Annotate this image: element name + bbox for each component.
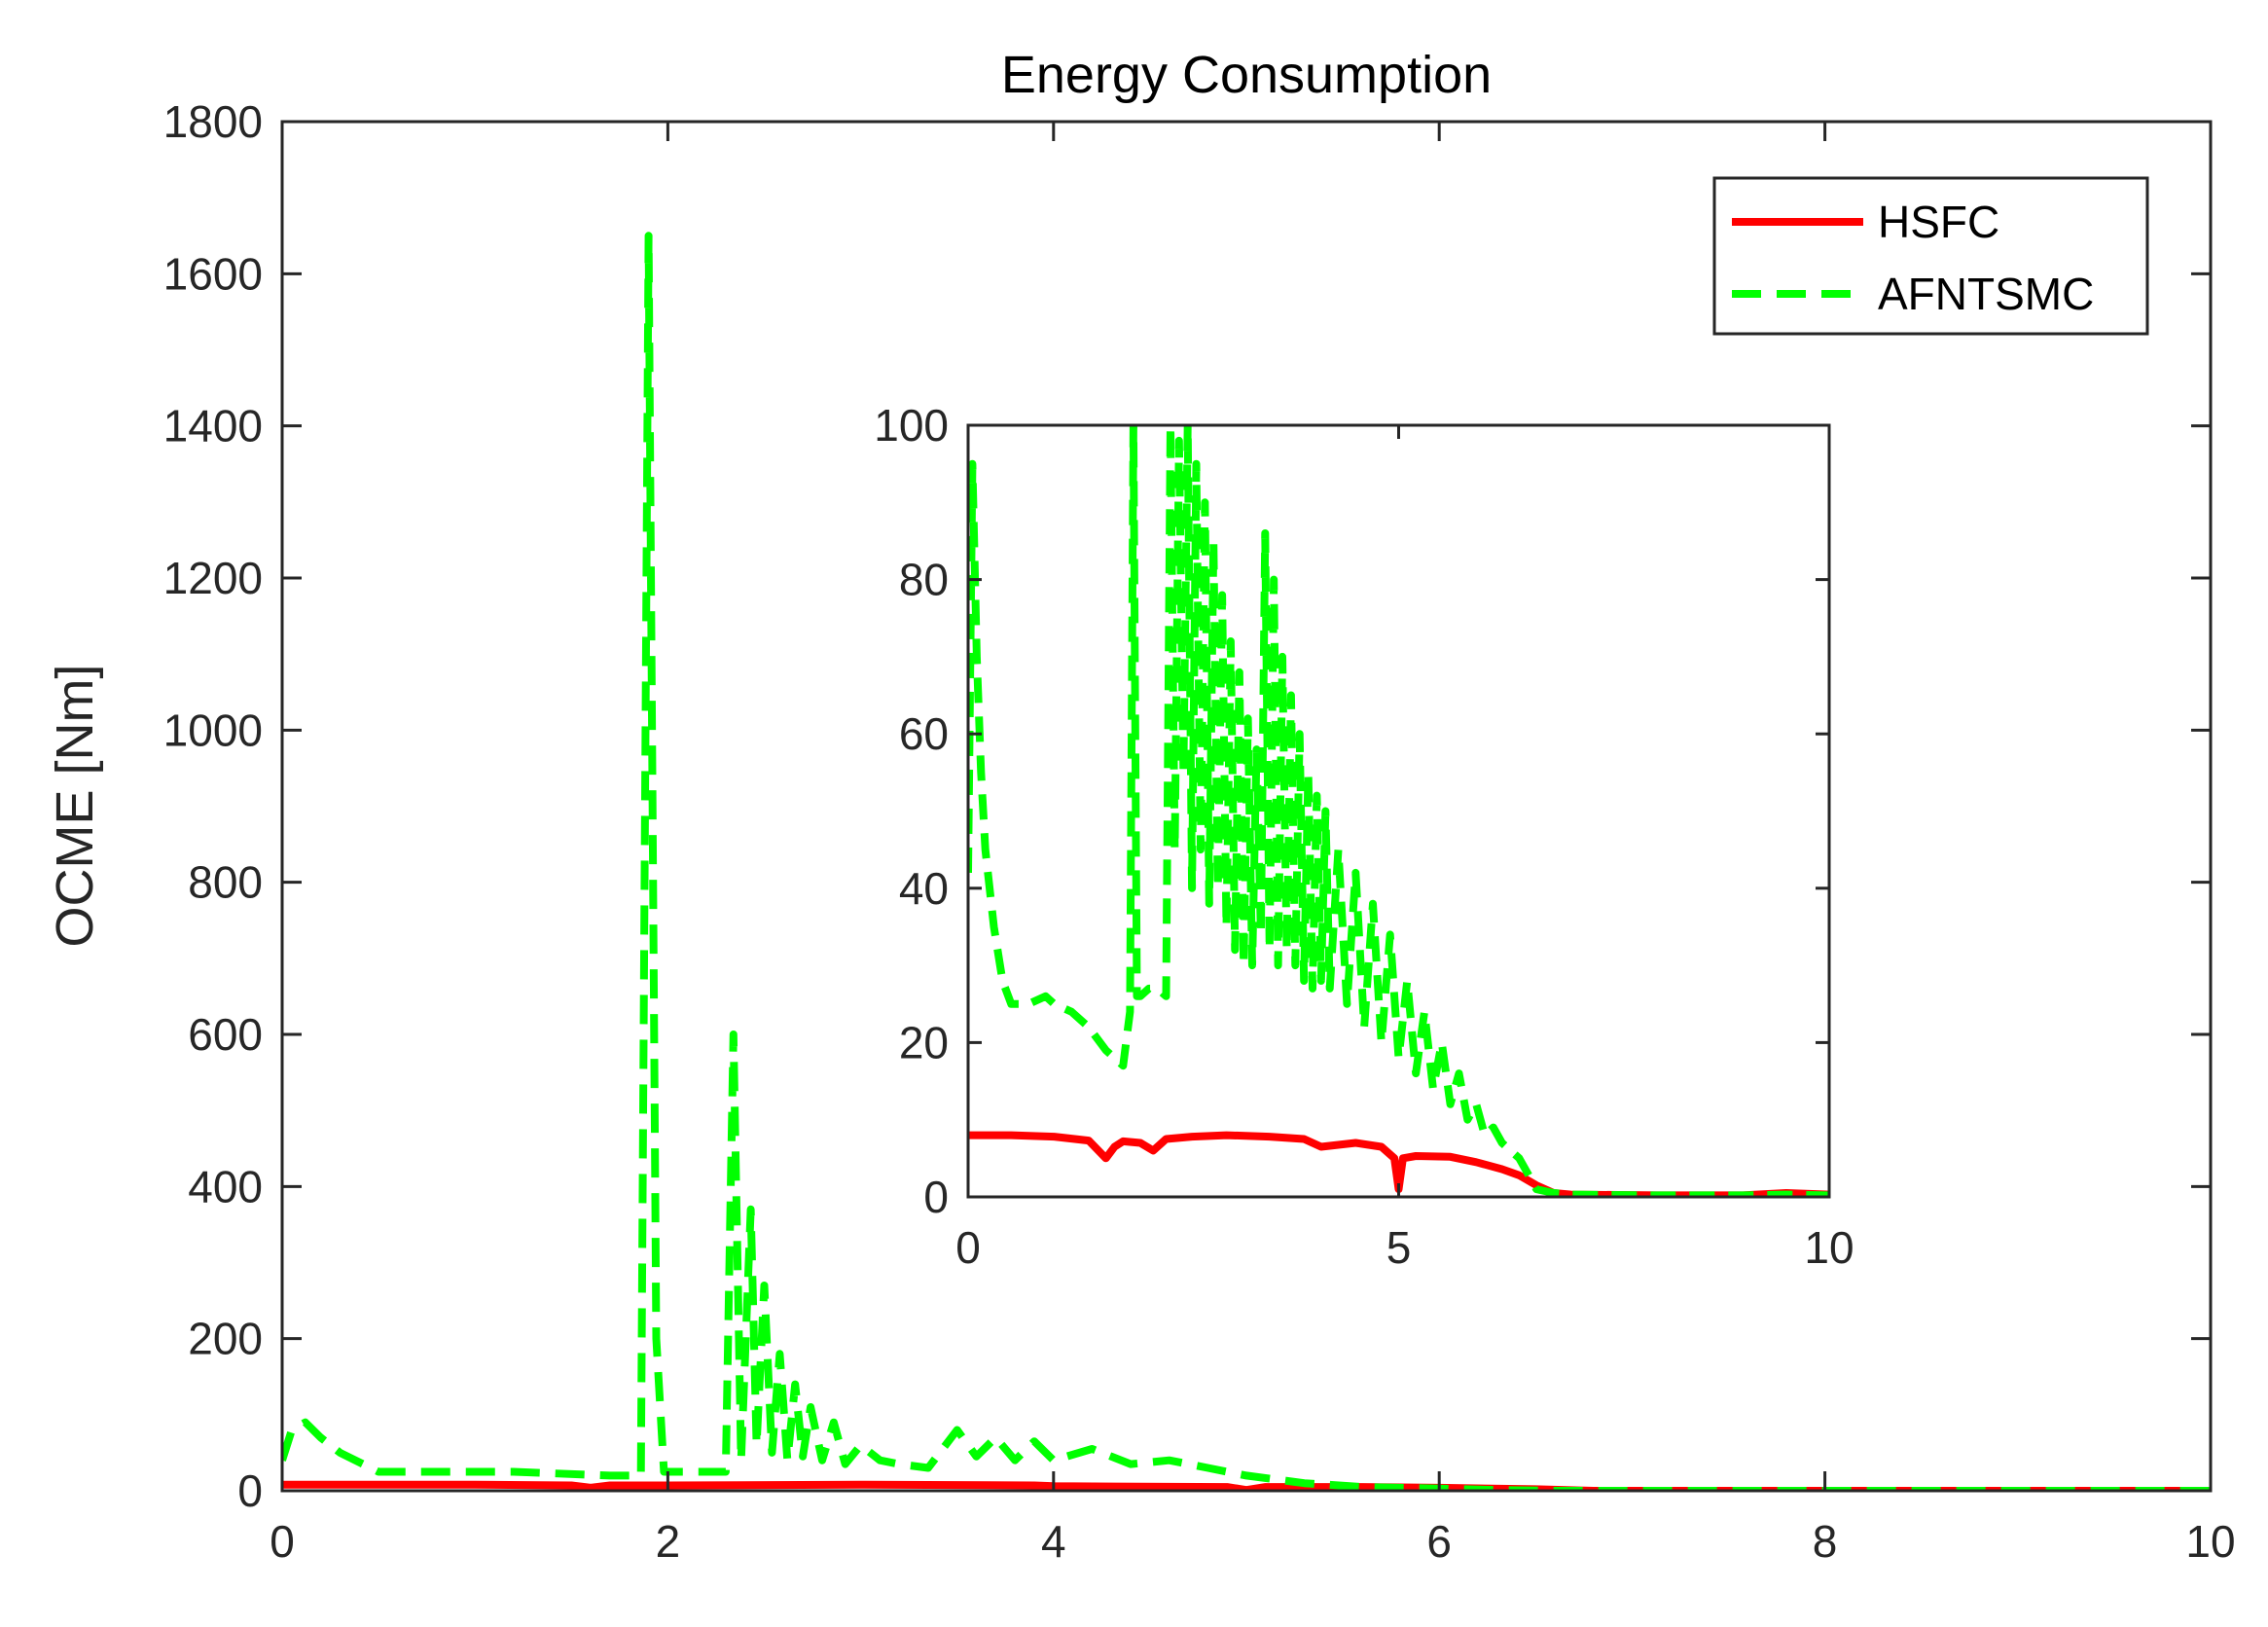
inset-ytick-label: 40 — [899, 863, 949, 914]
y-axis-label: OCME [Nm] — [46, 665, 104, 948]
main-xtick-label: 2 — [656, 1516, 681, 1567]
main-series-group — [282, 232, 2211, 1491]
main-axes-box — [280, 120, 2213, 1493]
main-ytick-label: 400 — [188, 1161, 263, 1211]
main-ytick-label: 1800 — [163, 96, 263, 147]
legend: HSFC AFNTSMC — [1712, 176, 2149, 336]
inset-ytick-label: 80 — [899, 555, 949, 605]
legend-hsfc-label: HSFC — [1878, 197, 1999, 247]
main-xtick-label: 8 — [1813, 1516, 1838, 1567]
main-ytick-label: 1000 — [163, 705, 263, 755]
inset-plot-area — [968, 425, 1829, 1197]
chart-title: Energy Consumption — [1001, 46, 1492, 104]
main-ytick-label: 800 — [188, 857, 263, 908]
inset-xtick-label: 10 — [1804, 1222, 1854, 1273]
main-ytick-label: 200 — [188, 1314, 263, 1364]
main-xtick-label: 6 — [1426, 1516, 1452, 1567]
legend-afntsmc-label: AFNTSMC — [1878, 269, 2094, 319]
main-series-hsfc — [282, 1480, 2211, 1491]
inset-ytick-label: 20 — [899, 1017, 949, 1067]
inset-series-afntsmc — [968, 425, 1829, 1197]
main-ytick-label: 1200 — [163, 553, 263, 603]
main-xtick-label: 10 — [2185, 1516, 2235, 1567]
main-series-afntsmc — [282, 232, 2211, 1491]
main-ytick-label: 600 — [188, 1009, 263, 1060]
inset-ytick-label: 60 — [899, 708, 949, 759]
main-ytick-label: 0 — [237, 1465, 263, 1516]
inset-ytick-label: 0 — [923, 1172, 949, 1222]
main-ytick-label: 1600 — [163, 248, 263, 299]
inset-ytick-label: 100 — [874, 400, 949, 451]
main-xtick-label: 0 — [270, 1516, 295, 1567]
main-xtick-label: 4 — [1041, 1516, 1066, 1567]
main-ytick-label: 1400 — [163, 401, 263, 452]
inset-xtick-label: 0 — [955, 1222, 981, 1273]
inset-series-group — [968, 425, 1829, 1197]
inset-xtick-label: 5 — [1386, 1222, 1412, 1273]
legend-box — [1712, 176, 2149, 336]
